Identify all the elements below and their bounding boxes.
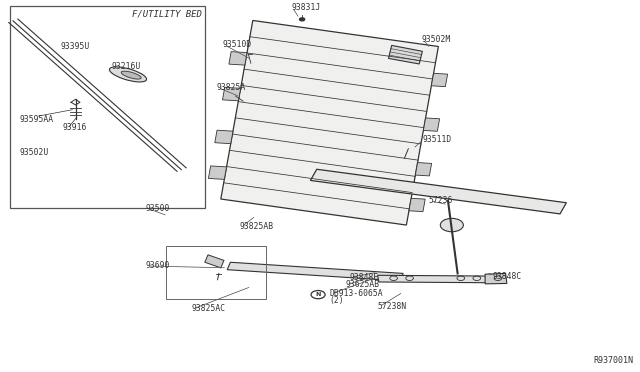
Polygon shape <box>415 163 431 176</box>
Text: 57238N: 57238N <box>378 302 407 311</box>
Ellipse shape <box>121 71 141 79</box>
Bar <box>166 246 266 299</box>
Polygon shape <box>223 87 241 101</box>
Circle shape <box>311 291 325 299</box>
Text: F/UTILITY BED: F/UTILITY BED <box>132 9 202 18</box>
Text: 93831J: 93831J <box>291 3 321 12</box>
Polygon shape <box>209 166 227 179</box>
Text: 93825AB: 93825AB <box>240 222 274 231</box>
Polygon shape <box>431 73 447 87</box>
Polygon shape <box>485 273 507 284</box>
Polygon shape <box>378 275 488 283</box>
Polygon shape <box>205 255 224 268</box>
Text: 93848E: 93848E <box>349 273 379 282</box>
Text: 93502M: 93502M <box>421 35 451 44</box>
Circle shape <box>440 218 463 232</box>
Text: N: N <box>316 292 321 297</box>
Text: 93825A: 93825A <box>216 83 246 92</box>
Text: 93216U: 93216U <box>112 62 141 71</box>
Text: 93848C: 93848C <box>493 272 522 280</box>
Polygon shape <box>424 118 440 131</box>
Polygon shape <box>229 52 247 65</box>
Text: 93500: 93500 <box>146 204 170 213</box>
Text: 93825AC: 93825AC <box>192 304 226 313</box>
Text: 93916: 93916 <box>63 123 87 132</box>
Bar <box>10 6 205 208</box>
Text: 93502U: 93502U <box>19 148 49 157</box>
Text: DB913-6065A: DB913-6065A <box>330 289 383 298</box>
Text: (2): (2) <box>330 296 344 305</box>
Text: 93395U: 93395U <box>61 42 90 51</box>
Polygon shape <box>221 20 438 225</box>
Polygon shape <box>227 262 403 281</box>
Polygon shape <box>215 130 233 144</box>
Text: 93690: 93690 <box>146 262 170 270</box>
Text: R937001N: R937001N <box>594 356 634 365</box>
Polygon shape <box>409 198 425 212</box>
Text: 93595AA: 93595AA <box>19 115 53 124</box>
Text: 93511D: 93511D <box>422 135 452 144</box>
Polygon shape <box>388 45 422 64</box>
Text: 93625AB: 93625AB <box>346 280 380 289</box>
Ellipse shape <box>109 67 147 82</box>
Polygon shape <box>310 169 566 214</box>
Text: 93510D: 93510D <box>223 40 252 49</box>
Circle shape <box>300 18 305 21</box>
Text: 57236: 57236 <box>429 196 453 205</box>
